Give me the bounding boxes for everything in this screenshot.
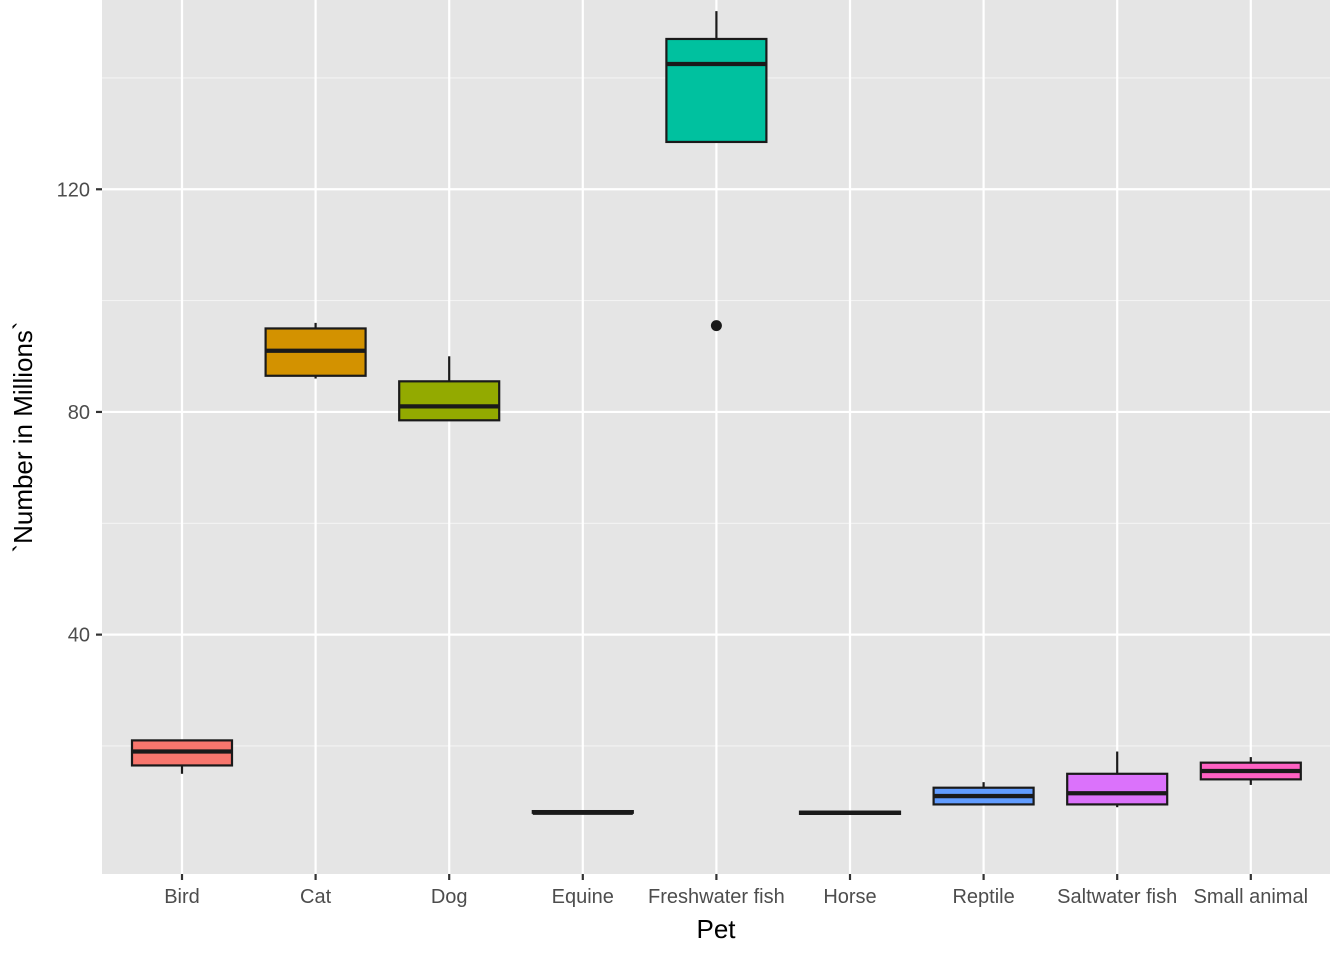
box-group xyxy=(130,11,1302,815)
box-reptile xyxy=(932,782,1035,806)
box-dog xyxy=(398,356,501,422)
x-tick-label: Bird xyxy=(164,886,200,908)
y-tick-label: 120 xyxy=(57,179,90,201)
box-body xyxy=(398,380,501,422)
x-tick-label: Dog xyxy=(431,886,468,908)
box-horse xyxy=(798,810,902,815)
x-tick-label: Reptile xyxy=(952,886,1014,908)
y-axis: 40 80 120 xyxy=(57,179,102,647)
box-equine xyxy=(531,809,634,815)
box-body xyxy=(665,37,768,144)
box-cat xyxy=(264,322,367,379)
outlier-point xyxy=(710,320,722,332)
box-bird xyxy=(130,739,234,774)
x-axis-title: Pet xyxy=(696,914,736,944)
x-tick-label: Small animal xyxy=(1194,886,1308,908)
x-axis: Bird Cat Dog Equine Freshwater fish Horse Rept… xyxy=(164,874,1308,908)
x-tick-label: Horse xyxy=(823,886,876,908)
grid-major xyxy=(102,0,1330,874)
y-tick-label: 40 xyxy=(68,625,90,647)
x-tick-label: Cat xyxy=(300,886,332,908)
y-tick-label: 80 xyxy=(68,402,90,424)
x-tick-label: Equine xyxy=(552,886,614,908)
box-freshwater-fish xyxy=(665,11,768,332)
box-small-animal xyxy=(1199,757,1302,785)
y-axis-title: `Number in Millions` xyxy=(8,321,38,552)
box-saltwater-fish xyxy=(1066,751,1169,808)
x-tick-label: Saltwater fish xyxy=(1057,886,1177,908)
box-body xyxy=(1066,772,1169,806)
x-tick-label: Freshwater fish xyxy=(648,886,785,908)
